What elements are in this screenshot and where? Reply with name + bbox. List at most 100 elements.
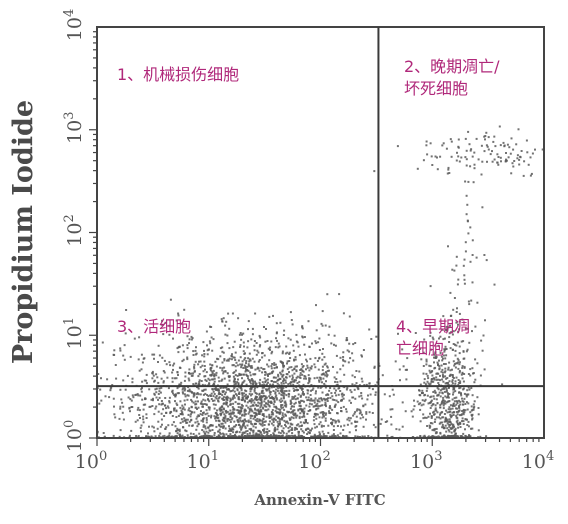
- data-point: [257, 404, 260, 407]
- data-point: [195, 417, 198, 420]
- data-point: [263, 415, 266, 418]
- data-point: [252, 373, 255, 376]
- data-point: [442, 375, 444, 378]
- data-point: [346, 349, 349, 352]
- data-point: [335, 394, 338, 397]
- data-point: [391, 388, 394, 391]
- data-point: [252, 382, 255, 385]
- data-point: [220, 379, 223, 382]
- data-point: [250, 398, 253, 400]
- data-point: [301, 369, 304, 372]
- data-point: [233, 377, 236, 380]
- data-point: [104, 395, 107, 398]
- data-point: [226, 372, 229, 375]
- data-point: [237, 435, 240, 438]
- data-point: [458, 320, 461, 323]
- data-point: [174, 393, 177, 396]
- data-point: [244, 352, 246, 355]
- data-point: [155, 405, 158, 408]
- data-point: [242, 350, 245, 353]
- data-point: [361, 397, 364, 400]
- data-point: [416, 167, 419, 170]
- data-point: [248, 409, 251, 412]
- data-point: [201, 383, 204, 386]
- data-point: [207, 348, 210, 351]
- data-point: [201, 435, 204, 438]
- data-point: [249, 374, 252, 377]
- data-point: [430, 380, 433, 383]
- data-point: [181, 404, 184, 407]
- data-point: [430, 348, 432, 351]
- data-point: [292, 412, 295, 415]
- data-point: [171, 415, 174, 417]
- data-point: [319, 421, 322, 424]
- data-point: [268, 417, 271, 419]
- data-point: [144, 397, 147, 400]
- data-point: [316, 376, 319, 379]
- data-point: [318, 379, 320, 382]
- data-point: [168, 396, 171, 399]
- data-point: [328, 435, 331, 438]
- data-point: [249, 359, 252, 362]
- data-point: [348, 419, 351, 422]
- data-point: [472, 372, 474, 375]
- data-point: [302, 390, 304, 393]
- data-point: [433, 410, 436, 413]
- data-point: [239, 387, 242, 389]
- data-point: [460, 392, 462, 395]
- data-point: [380, 418, 383, 421]
- data-point: [146, 435, 149, 438]
- data-point: [449, 347, 452, 350]
- data-point: [270, 380, 273, 383]
- data-point: [487, 148, 490, 151]
- data-point: [424, 393, 426, 396]
- data-point: [469, 411, 472, 414]
- data-point: [129, 355, 132, 358]
- data-point: [243, 395, 246, 398]
- data-point: [314, 340, 317, 343]
- data-point: [312, 405, 315, 408]
- data-point: [239, 373, 242, 376]
- data-point: [119, 349, 122, 352]
- data-point: [322, 435, 325, 437]
- data-point: [434, 428, 437, 431]
- data-point: [299, 395, 302, 398]
- data-point: [233, 356, 236, 359]
- data-point: [483, 135, 486, 138]
- data-point: [483, 254, 486, 256]
- data-point: [229, 400, 232, 403]
- data-point: [311, 342, 313, 345]
- data-point: [435, 431, 438, 434]
- quadrant-label-q3-line-1: 3、活细胞: [117, 317, 192, 336]
- data-point: [289, 407, 292, 410]
- data-point: [189, 415, 192, 418]
- data-point: [333, 419, 336, 422]
- data-point: [226, 418, 229, 421]
- data-point: [260, 398, 263, 400]
- data-point: [321, 399, 324, 402]
- data-point: [203, 375, 206, 378]
- data-point: [142, 421, 145, 424]
- data-point: [259, 344, 262, 347]
- data-point: [233, 420, 236, 423]
- data-point: [277, 387, 280, 390]
- data-point: [193, 394, 196, 397]
- data-point: [282, 415, 285, 418]
- data-point: [457, 323, 459, 326]
- data-point: [477, 158, 480, 161]
- data-point: [441, 378, 443, 381]
- data-point: [277, 375, 280, 378]
- data-point: [226, 388, 228, 391]
- data-point: [392, 393, 395, 396]
- data-point: [261, 422, 264, 425]
- data-point: [291, 423, 294, 426]
- data-point: [270, 386, 273, 389]
- data-point: [184, 371, 187, 374]
- data-point: [289, 381, 292, 384]
- data-point: [496, 153, 499, 156]
- data-point: [371, 402, 374, 405]
- data-point: [168, 324, 171, 327]
- data-point: [446, 392, 449, 395]
- data-point: [310, 367, 313, 370]
- data-point: [265, 396, 268, 399]
